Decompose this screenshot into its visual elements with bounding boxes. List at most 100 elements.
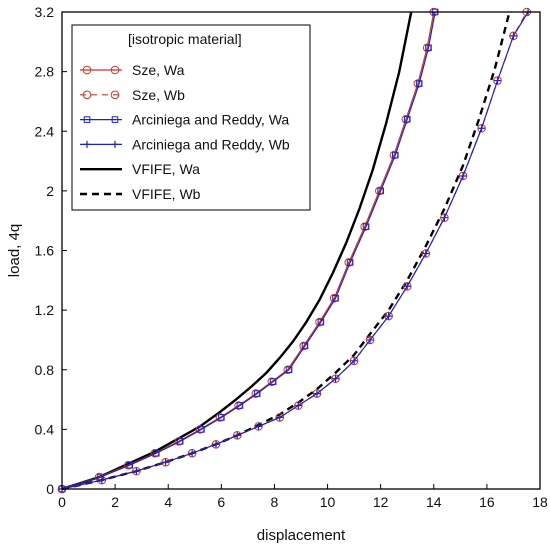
x-tick-label: 10: [320, 494, 336, 510]
data-point: [346, 259, 354, 266]
data-point: [493, 76, 502, 85]
y-tick-label: 1.6: [35, 243, 55, 259]
data-point: [187, 448, 197, 458]
x-axis-label: displacement: [257, 527, 346, 544]
data-point: [458, 171, 468, 181]
data-point: [294, 401, 303, 410]
data-point: [211, 439, 221, 449]
legend-label: Sze, Wb: [132, 87, 185, 103]
x-tick-label: 14: [426, 494, 442, 510]
data-point: [421, 249, 431, 258]
x-tick-label: 4: [164, 494, 172, 510]
data-point: [176, 438, 184, 445]
data-point: [232, 431, 242, 440]
legend-label: Sze, Wa: [132, 62, 185, 78]
legend-marker: [83, 116, 91, 123]
x-tick-label: 6: [217, 494, 225, 510]
data-point: [403, 282, 411, 290]
data-point: [440, 214, 448, 222]
data-point: [332, 375, 340, 383]
data-point: [422, 249, 430, 257]
plot-area: [57, 7, 532, 494]
data-point: [440, 213, 449, 223]
x-tick-label: 2: [111, 494, 119, 510]
legend-item: Arciniega and Reddy, Wa: [80, 112, 289, 128]
data-point: [126, 461, 134, 469]
data-point: [509, 31, 518, 41]
legend-marker: [111, 140, 119, 148]
data-point: [403, 116, 411, 123]
data-point: [152, 449, 160, 457]
y-tick-label: 3.2: [35, 4, 55, 20]
legend-label: VFIFE, Wa: [132, 161, 200, 177]
data-point: [236, 402, 244, 409]
legend-title: [isotropic material]: [128, 31, 242, 47]
data-point: [98, 476, 106, 484]
legend: [isotropic material] Sze, Wa Sze, Wb Arcin…: [71, 24, 311, 211]
legend-marker: [82, 65, 92, 75]
data-point: [312, 389, 322, 398]
legend-item: Arciniega and Reddy, Wb: [80, 136, 290, 152]
data-point: [332, 294, 339, 302]
data-point: [331, 374, 340, 383]
y-tick-label: 0.8: [35, 362, 55, 378]
data-point: [509, 32, 517, 40]
data-point: [212, 440, 220, 448]
y-tick-label: 0.4: [35, 421, 55, 437]
data-point: [425, 44, 432, 52]
data-point: [366, 336, 374, 344]
data-point: [349, 356, 359, 366]
data-point: [459, 172, 467, 180]
legend-box: [71, 24, 311, 211]
data-point: [415, 80, 423, 87]
data-point: [285, 366, 293, 374]
data-point: [233, 431, 241, 439]
legend-item: Sze, Wa: [80, 62, 185, 78]
x-tick-label: 0: [58, 494, 66, 510]
data-point: [254, 422, 263, 431]
data-point: [384, 311, 393, 321]
data-point: [313, 390, 321, 398]
data-point: [494, 77, 502, 85]
series-line: [61, 11, 413, 491]
data-point: [218, 414, 225, 421]
data-point: [253, 390, 261, 397]
legend-marker: [110, 90, 120, 100]
data-point: [162, 458, 170, 466]
y-axis-label: load, 4q: [6, 224, 23, 277]
data-point: [198, 426, 205, 433]
data-point: [132, 466, 141, 476]
series-5: [61, 11, 413, 491]
y-tick-label: 2: [46, 183, 54, 199]
data-point: [275, 413, 285, 422]
series-line: [61, 11, 436, 490]
legend-label: VFIFE, Wb: [132, 186, 201, 202]
data-point: [350, 357, 358, 365]
y-tick-label: 1.2: [35, 302, 55, 318]
legend-item: Sze, Wb: [80, 87, 185, 103]
data-point: [301, 342, 309, 350]
data-point: [402, 281, 412, 291]
legend-label: Arciniega and Reddy, Wb: [132, 136, 290, 152]
x-tick-label: 12: [373, 494, 389, 510]
legend-marker: [110, 65, 120, 75]
data-point: [269, 378, 277, 385]
legend-item: VFIFE, Wa: [80, 161, 200, 177]
data-point: [385, 312, 393, 320]
data-point: [294, 402, 302, 410]
data-point: [255, 422, 263, 430]
data-point: [276, 413, 284, 421]
data-point: [188, 449, 196, 457]
y-tick-label: 2.8: [35, 64, 55, 80]
legend-marker: [82, 90, 92, 100]
data-point: [377, 187, 384, 195]
data-point: [132, 467, 140, 475]
data-point: [478, 124, 486, 132]
series-3: [58, 8, 439, 493]
legend-label: Arciniega and Reddy, Wa: [132, 112, 289, 128]
legend-item: VFIFE, Wb: [80, 186, 201, 202]
data-point: [317, 318, 325, 326]
y-tick-label: 0: [46, 481, 54, 497]
x-tick-label: 18: [532, 494, 548, 510]
